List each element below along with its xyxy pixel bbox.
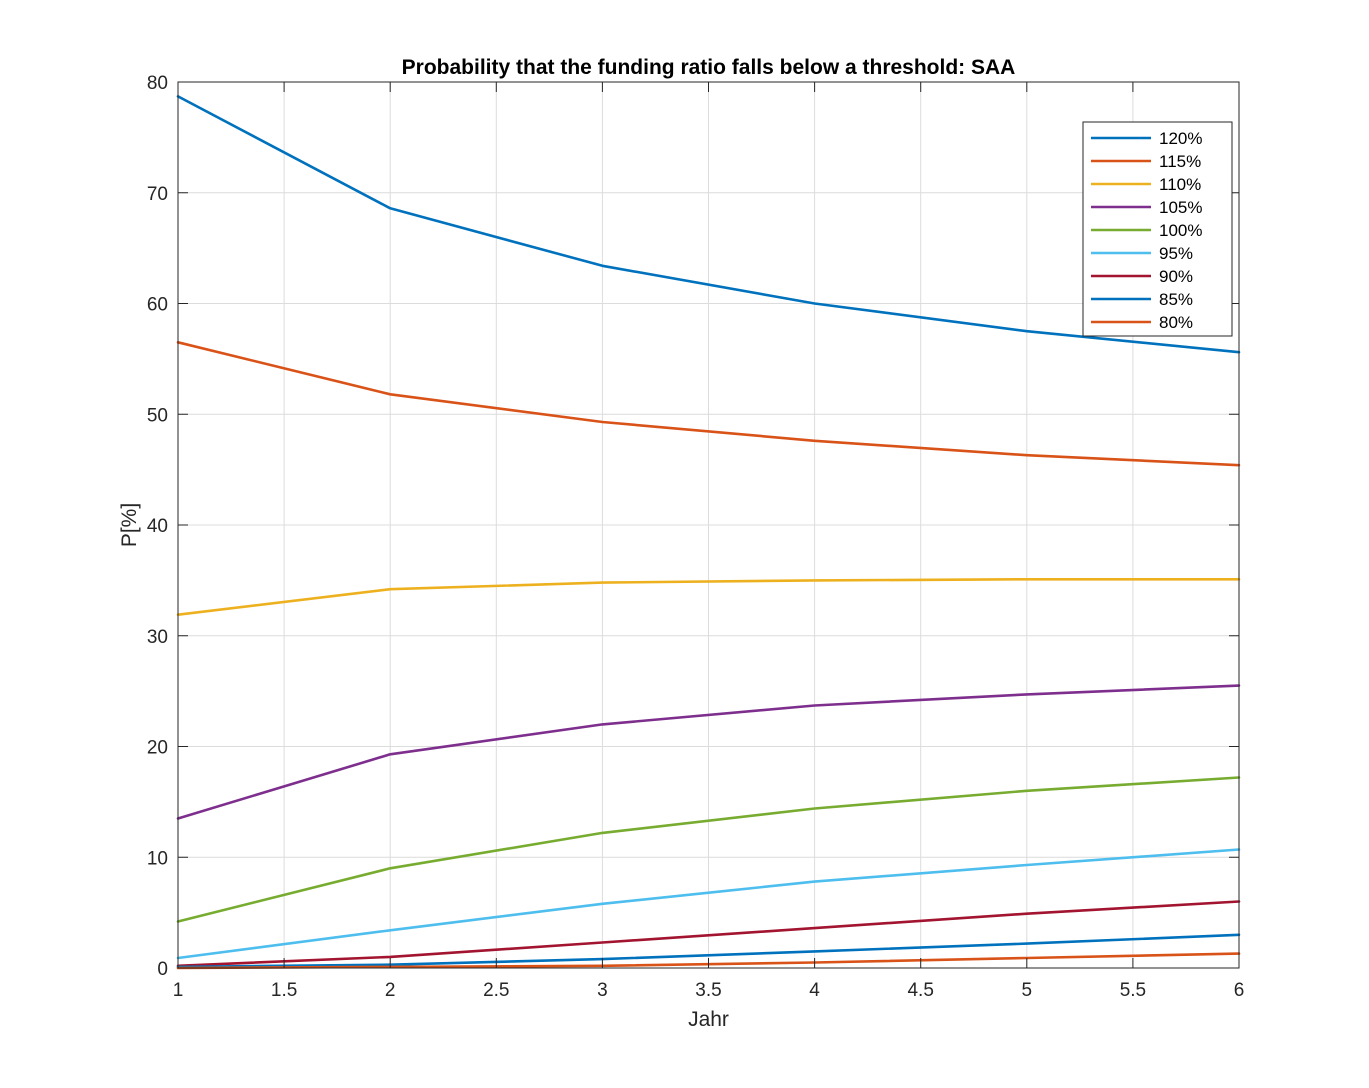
y-tick-label: 60	[147, 295, 168, 316]
series-line	[176, 95, 1241, 354]
y-tick-label: 80	[147, 73, 168, 94]
series-line	[176, 848, 1241, 960]
series-line	[176, 340, 1241, 467]
x-tick-label: 4	[809, 980, 820, 1001]
legend-label: 115%	[1159, 152, 1201, 171]
x-tick-label: 3	[597, 980, 608, 1001]
ticks	[177, 81, 1240, 969]
x-tick-label: 2.5	[483, 980, 509, 1001]
x-tick-label: 3.5	[695, 980, 721, 1001]
x-axis-label: Jahr	[688, 1008, 729, 1031]
x-tick-label: 1.5	[271, 980, 297, 1001]
x-tick-label: 5.5	[1120, 980, 1146, 1001]
series-line	[176, 577, 1241, 617]
legend-label: 90%	[1159, 267, 1193, 286]
y-axis-label: P[%]	[118, 503, 141, 547]
series-line	[176, 776, 1241, 923]
y-tick-label: 70	[147, 184, 168, 205]
y-tick-label: 0	[157, 959, 168, 980]
legend-label: 105%	[1159, 198, 1202, 217]
series-line	[176, 900, 1241, 968]
y-tick-label: 10	[147, 848, 168, 869]
series-line	[176, 684, 1241, 820]
x-tick-label: 6	[1234, 980, 1245, 1001]
legend-label: 95%	[1159, 244, 1193, 263]
legend-label: 120%	[1159, 129, 1202, 148]
y-tick-label: 20	[147, 738, 168, 759]
x-tick-label: 4.5	[907, 980, 933, 1001]
x-tick-label: 5	[1022, 980, 1033, 1001]
x-tick-label: 1	[173, 980, 184, 1001]
x-tick-labels: 1 1.5 2 2.5 3 3.5 4 4.5 5 5.5 6	[173, 980, 1245, 1001]
y-tick-label: 30	[147, 627, 168, 648]
x-tick-label: 2	[385, 980, 396, 1001]
legend-label: 100%	[1159, 221, 1202, 240]
series-line	[176, 933, 1241, 969]
legend-label: 80%	[1159, 313, 1193, 332]
y-tick-label: 50	[147, 405, 168, 426]
series-layer	[176, 95, 1241, 970]
legend-label: 85%	[1159, 290, 1193, 309]
y-tick-labels: 0 10 20 30 40 50 60 70 80	[147, 73, 168, 980]
legend-label: 110%	[1159, 175, 1201, 194]
chart-title: Probability that the funding ratio falls…	[402, 56, 1016, 79]
legend: 120% 115% 110% 105% 100% 95% 90% 85% 80%	[1082, 121, 1233, 337]
y-tick-label: 40	[147, 516, 168, 537]
